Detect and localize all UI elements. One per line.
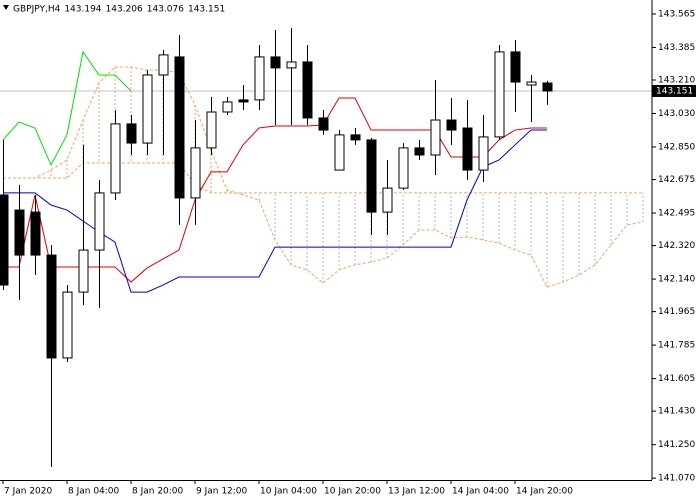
candle-body [286, 61, 297, 69]
y-tick-label: 142.850 [658, 142, 695, 152]
candle-body [30, 211, 41, 256]
candle-body [238, 99, 249, 103]
y-tick-label: 141.250 [658, 440, 695, 450]
header-text: GBPJPY,H4 [13, 5, 61, 15]
price-box [652, 84, 696, 97]
y-tick-label: 141.070 [658, 474, 695, 484]
candle-body [446, 119, 457, 131]
x-tick-label: 14 Jan 04:00 [452, 487, 509, 497]
indicator-line [3, 97, 547, 283]
candle-body [510, 51, 521, 83]
plot-area [0, 27, 652, 467]
candle-body [110, 123, 121, 194]
y-tick-label: 143.030 [658, 109, 695, 119]
candle-body [142, 74, 153, 144]
collapse-icon[interactable] [3, 5, 9, 10]
x-tick-label: 8 Jan 04:00 [68, 487, 120, 497]
candle-body [158, 54, 169, 76]
candle-body [366, 139, 377, 213]
candle-body [94, 192, 105, 251]
indicator-line [2, 50, 132, 167]
candle-body [398, 147, 409, 189]
candle-body [478, 136, 489, 171]
y-tick-label: 141.965 [658, 307, 695, 317]
candle-body [318, 117, 329, 131]
senkou-span-b [3, 162, 643, 194]
x-tick-label: 9 Jan 12:00 [196, 487, 248, 497]
y-tick-label: 141.430 [658, 407, 695, 417]
header-text: 143.151 [188, 5, 225, 15]
candle-body [206, 111, 217, 149]
y-tick-label: 142.140 [658, 275, 695, 285]
candle-body [350, 134, 361, 141]
candle-body [254, 56, 265, 101]
candle-body [62, 291, 73, 359]
y-tick-label: 143.565 [658, 9, 695, 19]
x-tick-label: 13 Jan 12:00 [388, 487, 445, 497]
y-tick-label: 143.385 [658, 43, 695, 53]
candle-body [302, 61, 313, 119]
header: GBPJPY,H4 143.194 143.206 143.076 143.151 [13, 5, 225, 15]
price-box-label: 143.151 [656, 86, 693, 96]
candle-body [46, 254, 57, 359]
candle-body [526, 81, 537, 86]
candle-body [14, 209, 25, 256]
y-tick-label: 142.320 [658, 241, 695, 251]
y-tick-label: 142.675 [658, 175, 695, 185]
x-tick-label: 10 Jan 04:00 [260, 487, 317, 497]
candle-body [270, 56, 281, 69]
x-tick-label: 8 Jan 20:00 [132, 487, 184, 497]
x-tick-label: 7 Jan 2020 [4, 487, 52, 497]
candle-body [462, 127, 473, 171]
x-tick-label: 14 Jan 20:00 [516, 487, 573, 497]
candle-body [0, 194, 9, 286]
x-tick-label: 10 Jan 20:00 [324, 487, 381, 497]
candle-body [414, 147, 425, 156]
y-tick-label: 143.210 [658, 76, 695, 86]
candle-body [542, 82, 553, 92]
candle-body [334, 134, 345, 171]
y-tick-label: 141.605 [658, 374, 695, 384]
candle-body [494, 51, 505, 138]
candle-body [174, 56, 185, 199]
header-text: 143.206 [106, 5, 143, 15]
candle-body [78, 249, 89, 293]
senkou-span-a [3, 66, 644, 288]
candle-body [430, 119, 441, 156]
candle-body [382, 187, 393, 213]
y-tick-label: 141.785 [658, 341, 695, 351]
candle-body [190, 147, 201, 199]
y-tick-label: 142.495 [658, 209, 695, 219]
candle-body [126, 123, 137, 144]
header-text: 143.076 [147, 5, 184, 15]
indicator-line [3, 129, 547, 293]
header-text: 143.194 [64, 5, 101, 15]
candle-body [222, 101, 233, 113]
